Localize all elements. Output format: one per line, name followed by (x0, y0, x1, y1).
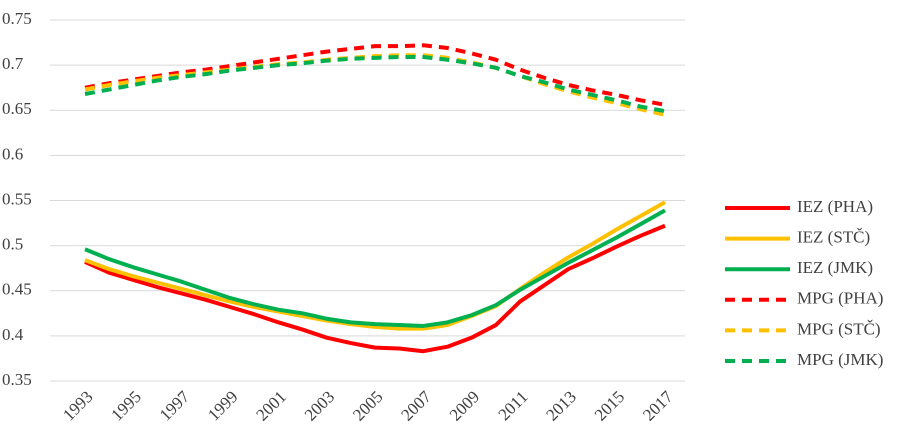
x-tick-label: 1997 (156, 387, 194, 425)
x-tick-label: 2009 (446, 387, 483, 424)
x-tick-label: 2011 (495, 387, 532, 424)
x-tick-label: 2005 (349, 387, 386, 424)
series-line (84, 200, 666, 331)
x-tick-label: 2001 (252, 387, 289, 424)
legend-label: IEZ (JMK) (797, 258, 873, 277)
series-line (84, 43, 666, 107)
x-tick-label: 1999 (204, 387, 241, 424)
y-tick-label: 0.75 (2, 9, 32, 28)
y-tick-label: 0.7 (2, 54, 24, 73)
legend-label: IEZ (STČ) (797, 228, 870, 247)
x-tick-label: 2017 (639, 387, 677, 425)
y-tick-label: 0.5 (2, 235, 23, 254)
y-tick-label: 0.55 (2, 189, 32, 208)
y-tick-label: 0.35 (2, 370, 32, 389)
series-line (84, 53, 666, 117)
x-tick-label: 2007 (397, 387, 435, 425)
series-line (84, 208, 666, 328)
y-tick-label: 0.65 (2, 99, 32, 118)
legend-label: IEZ (PHA) (797, 197, 873, 216)
y-tick-label: 0.6 (2, 144, 23, 163)
x-tick-label: 2003 (301, 387, 338, 424)
y-tick-label: 0.4 (2, 325, 24, 344)
series-line (84, 223, 666, 354)
legend-label: MPG (PHA) (797, 289, 883, 308)
x-tick-label: 1993 (59, 387, 96, 424)
x-tick-label: 2013 (542, 387, 579, 424)
x-tick-label: 2015 (591, 387, 628, 424)
x-tick-label: 1995 (107, 387, 144, 424)
y-tick-label: 0.45 (2, 280, 32, 299)
series-line (84, 55, 666, 114)
legend-label: MPG (JMK) (797, 350, 883, 369)
legend-label: MPG (STČ) (797, 319, 881, 338)
